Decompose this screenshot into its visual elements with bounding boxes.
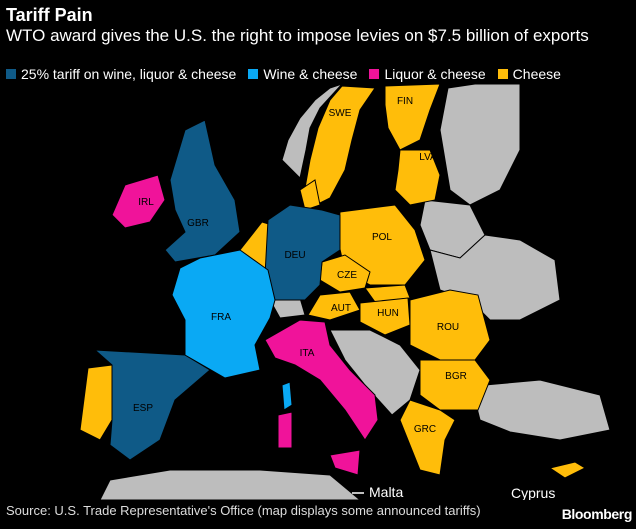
legend-item-all-products: 25% tariff on wine, liquor & cheese <box>6 66 236 82</box>
chart-title: Tariff Pain <box>6 5 93 25</box>
legend-label: Liquor & cheese <box>384 66 486 82</box>
legend-item-liquor-cheese: Liquor & cheese <box>369 66 486 82</box>
legend-swatch <box>6 69 16 79</box>
country-fin <box>384 83 441 151</box>
norway-land <box>281 82 344 180</box>
country-swe <box>304 85 376 206</box>
country-bgr <box>419 359 491 411</box>
country-sicily <box>329 449 361 476</box>
country-svk <box>364 284 411 303</box>
russia-land <box>439 83 521 206</box>
country-fra <box>171 249 276 379</box>
legend: 25% tariff on wine, liquor & cheese Wine… <box>6 66 561 82</box>
non-tariff-land <box>99 82 611 500</box>
label-esp: ESP <box>133 403 153 414</box>
country-ita <box>264 319 379 441</box>
country-labels: SWE FIN LVA IRL GBR POL DEU CZE AUT HUN … <box>133 96 467 435</box>
country-aut <box>307 291 361 321</box>
country-gbr <box>164 119 241 263</box>
legend-swatch <box>369 69 380 79</box>
liquor-cheese-countries <box>111 174 379 476</box>
legend-item-wine-cheese: Wine & cheese <box>248 66 357 82</box>
source-note: Source: U.S. Trade Representative's Offi… <box>6 503 481 518</box>
country-irl <box>111 174 166 229</box>
label-rou: ROU <box>437 322 459 333</box>
country-hun <box>359 297 411 336</box>
country-grc <box>399 399 456 476</box>
chart-subtitle: WTO award gives the U.S. the right to im… <box>6 26 589 45</box>
label-hun: HUN <box>377 308 399 319</box>
label-pol: POL <box>372 232 392 243</box>
label-irl: IRL <box>138 197 154 208</box>
country-cyprus <box>548 461 587 479</box>
europe-map: SWE FIN LVA IRL GBR POL DEU CZE AUT HUN … <box>79 82 611 500</box>
label-deu: DEU <box>284 250 305 261</box>
legend-swatch <box>248 69 259 79</box>
country-rou <box>409 289 491 361</box>
wine-cheese-countries <box>171 249 293 411</box>
legend-item-cheese: Cheese <box>497 66 561 82</box>
country-portugal <box>79 364 113 441</box>
country-denmark <box>299 179 321 211</box>
cheese-countries <box>79 83 587 479</box>
callout-cyprus: Cyprus <box>511 485 555 500</box>
label-grc: GRC <box>414 424 436 435</box>
legend-label: Cheese <box>512 66 561 82</box>
label-ita: ITA <box>300 348 315 359</box>
label-gbr: GBR <box>187 218 209 229</box>
label-fin: FIN <box>397 96 413 107</box>
legend-label: Wine & cheese <box>263 66 358 82</box>
country-baltics <box>394 149 441 206</box>
north-africa-land <box>99 469 361 500</box>
label-swe: SWE <box>329 108 352 119</box>
switzerland-land <box>269 297 306 319</box>
turkey-land <box>474 379 611 441</box>
label-aut: AUT <box>331 303 351 314</box>
label-bgr: BGR <box>445 371 467 382</box>
label-cze: CZE <box>337 270 357 281</box>
all-products-countries <box>93 119 341 461</box>
country-sardinia <box>277 411 293 449</box>
legend-swatch <box>497 69 508 79</box>
label-lva: LVA <box>419 152 437 163</box>
callout-malta: Malta <box>369 484 403 500</box>
legend-label: 25% tariff on wine, liquor & cheese <box>21 66 237 82</box>
country-corsica <box>281 381 293 411</box>
bloomberg-logo: Bloomberg <box>561 506 633 522</box>
label-fra: FRA <box>211 312 231 323</box>
